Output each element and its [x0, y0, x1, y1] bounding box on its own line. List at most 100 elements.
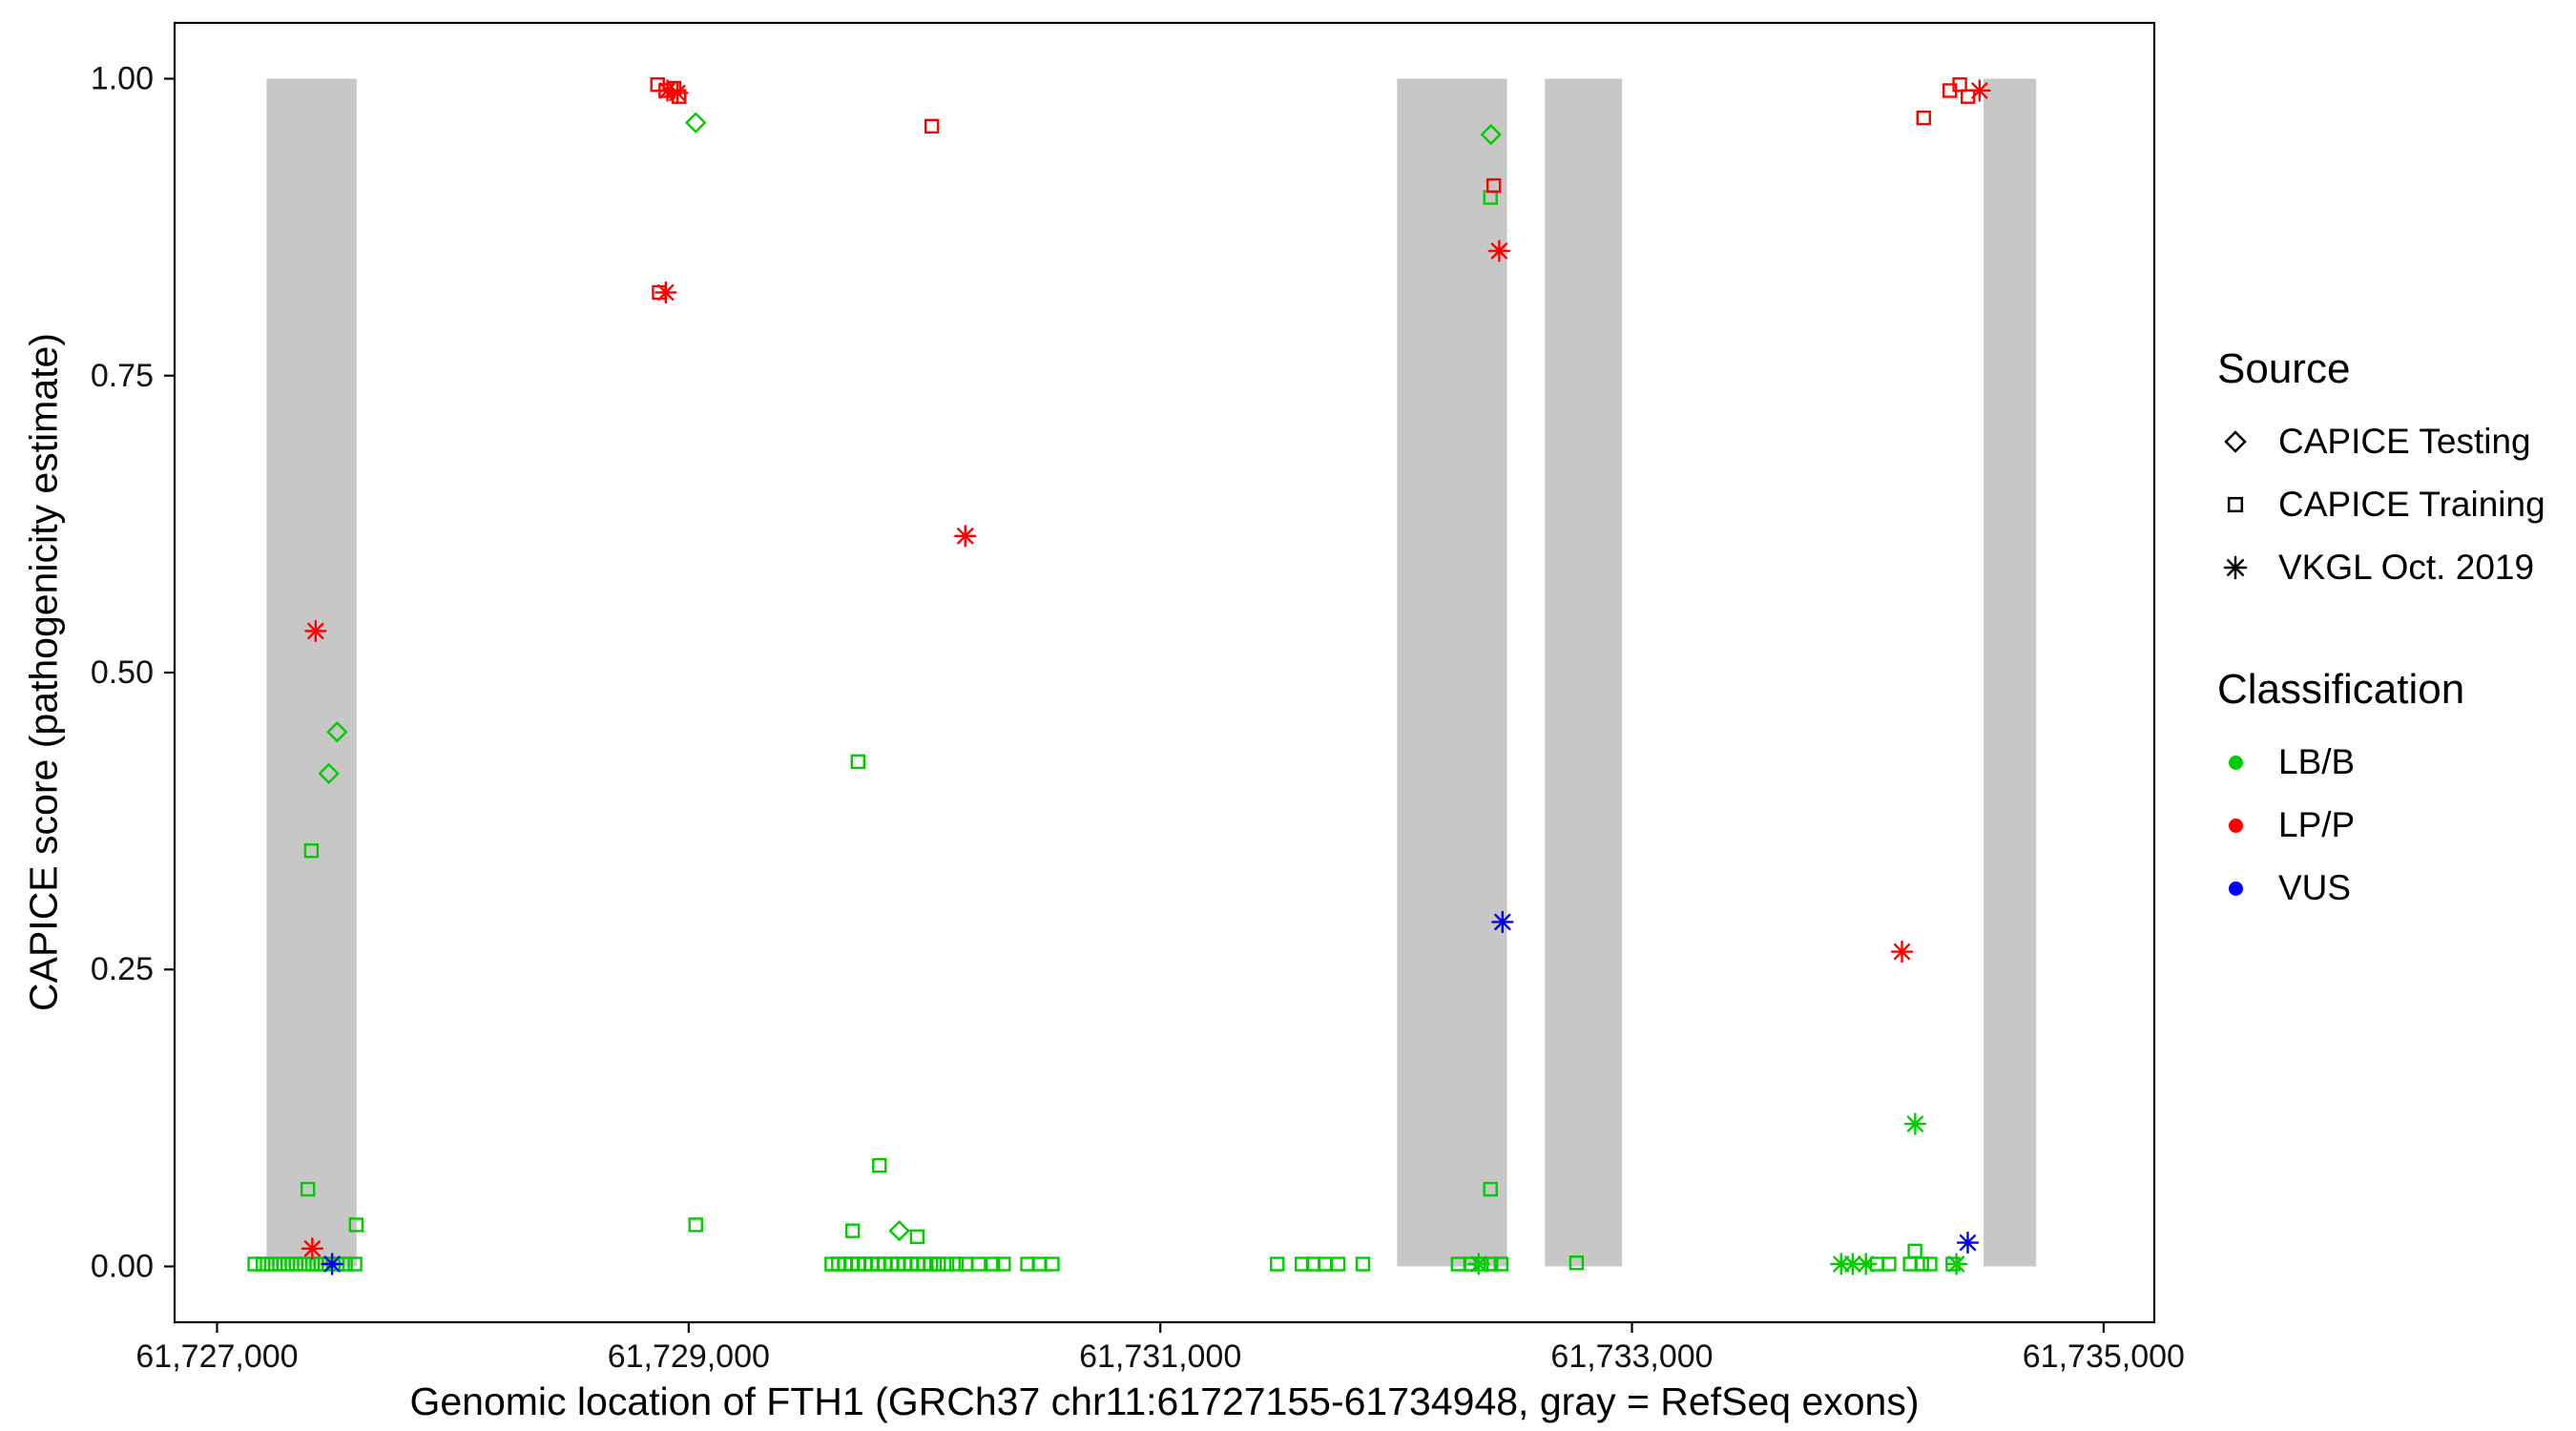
- data-point: [1491, 910, 1514, 934]
- data-point: [985, 1256, 1001, 1272]
- data-point: [1467, 1253, 1490, 1275]
- data-point: [1952, 77, 1967, 93]
- data-point: [931, 1256, 946, 1272]
- data-point: [924, 118, 940, 135]
- exon-band: [266, 78, 357, 1267]
- data-point: [326, 721, 348, 743]
- data-point: [1568, 1255, 1585, 1271]
- exon-band: [1545, 78, 1623, 1267]
- dot-icon: [2228, 818, 2243, 833]
- data-point: [850, 754, 866, 770]
- x-tick-label: 61,731,000: [1079, 1338, 1241, 1375]
- legend-item-label: LP/P: [2278, 805, 2356, 844]
- data-point: [685, 112, 707, 134]
- square-icon: [2227, 496, 2244, 513]
- data-point: [666, 81, 689, 105]
- data-point: [1903, 1112, 1927, 1135]
- data-point: [888, 1219, 910, 1242]
- data-point: [247, 1256, 262, 1272]
- x-axis-title: Genomic location of FTH1 (GRCh37 chr11:6…: [409, 1379, 1920, 1423]
- y-tick-label: 0.50: [91, 654, 154, 691]
- data-point: [1916, 110, 1931, 126]
- legend-item-capice-testing: CAPICE Testing: [2215, 422, 2568, 462]
- diamond-icon: [2224, 430, 2247, 453]
- data-point: [655, 79, 679, 102]
- data-point: [844, 1223, 861, 1238]
- panel-border: [173, 21, 2156, 1324]
- series-capice-training-lb-b: [247, 190, 1961, 1272]
- data-point: [1881, 1256, 1897, 1272]
- data-point: [1968, 79, 1991, 102]
- data-point: [1483, 1181, 1498, 1197]
- data-point: [1485, 177, 1502, 194]
- data-point: [1956, 1231, 1980, 1255]
- exon-band: [1984, 78, 2037, 1267]
- legend-item-lb-b: LB/B: [2215, 742, 2568, 782]
- data-point: [300, 1181, 316, 1197]
- data-point: [1922, 1256, 1938, 1272]
- data-point: [654, 280, 677, 304]
- legend-item-label: LB/B: [2278, 742, 2356, 781]
- dot-icon: [2228, 881, 2243, 896]
- y-tick-label: 1.00: [91, 61, 154, 97]
- data-point: [318, 762, 340, 785]
- data-point: [1045, 1256, 1060, 1272]
- legend-item-label: CAPICE Testing: [2278, 422, 2531, 461]
- data-point: [1890, 940, 1914, 964]
- data-point: [971, 1256, 987, 1272]
- classification-dot: [2215, 805, 2255, 845]
- series-vkgl-oct-2019-lp-p: [301, 79, 1991, 1260]
- legend-item-label: CAPICE Training: [2278, 485, 2545, 524]
- data-point: [304, 619, 327, 643]
- legend-item-label: VKGL Oct. 2019: [2278, 548, 2535, 587]
- data-point: [1480, 123, 1502, 146]
- data-point: [909, 1229, 925, 1245]
- x-tick-label: 61,729,000: [608, 1338, 770, 1375]
- y-tick-label: 0.75: [91, 358, 154, 394]
- data-point: [954, 525, 977, 548]
- data-point: [348, 1217, 364, 1233]
- diamond-marker: [2215, 422, 2255, 462]
- legend-gap: [2215, 611, 2568, 666]
- x-tick-label: 61,727,000: [135, 1338, 298, 1375]
- series-capice-testing-lb-b: [318, 112, 1502, 1242]
- data-point: [948, 1256, 965, 1272]
- data-point: [1355, 1256, 1371, 1272]
- legend-item-label: VUS: [2278, 868, 2352, 907]
- data-point: [1330, 1256, 1346, 1272]
- legend: Source CAPICE Testing CAPICE Training VKGL…: [2215, 345, 2568, 931]
- data-point: [301, 1237, 324, 1260]
- classification-dot: [2215, 742, 2255, 782]
- x-tick-label: 61,735,000: [2023, 1338, 2185, 1375]
- legend-item-capice-training: CAPICE Training: [2215, 485, 2568, 525]
- data-point: [923, 1256, 939, 1272]
- data-point: [255, 1256, 271, 1272]
- y-tick-label: 0.25: [91, 951, 154, 987]
- classification-dot: [2215, 868, 2255, 908]
- data-point: [1855, 1253, 1878, 1275]
- data-point: [1493, 1256, 1509, 1272]
- data-point: [321, 1253, 343, 1275]
- exon-band: [1397, 78, 1507, 1267]
- legend-classification-items: LB/B LP/P VUS: [2215, 742, 2568, 908]
- series-vkgl-oct-2019-lb-b: [1467, 1112, 1968, 1275]
- data-point: [1944, 1253, 1968, 1275]
- legend-item-vus: VUS: [2215, 868, 2568, 908]
- data-point: [288, 1256, 303, 1272]
- asterisk-icon: [2223, 555, 2248, 580]
- data-point: [263, 1256, 280, 1272]
- data-point: [688, 1217, 703, 1233]
- data-point: [939, 1256, 955, 1272]
- asterisk-marker: [2215, 548, 2255, 588]
- data-point: [297, 1256, 312, 1272]
- data-point: [872, 1157, 887, 1173]
- legend-source-title: Source: [2217, 345, 2351, 392]
- data-point: [996, 1256, 1011, 1272]
- data-point: [303, 843, 320, 859]
- series-vkgl-oct-2019-vus: [321, 910, 1980, 1275]
- x-tick-label: 61,733,000: [1550, 1338, 1713, 1375]
- dot-icon: [2228, 755, 2243, 770]
- data-point: [1270, 1256, 1285, 1272]
- square-marker: [2215, 485, 2255, 525]
